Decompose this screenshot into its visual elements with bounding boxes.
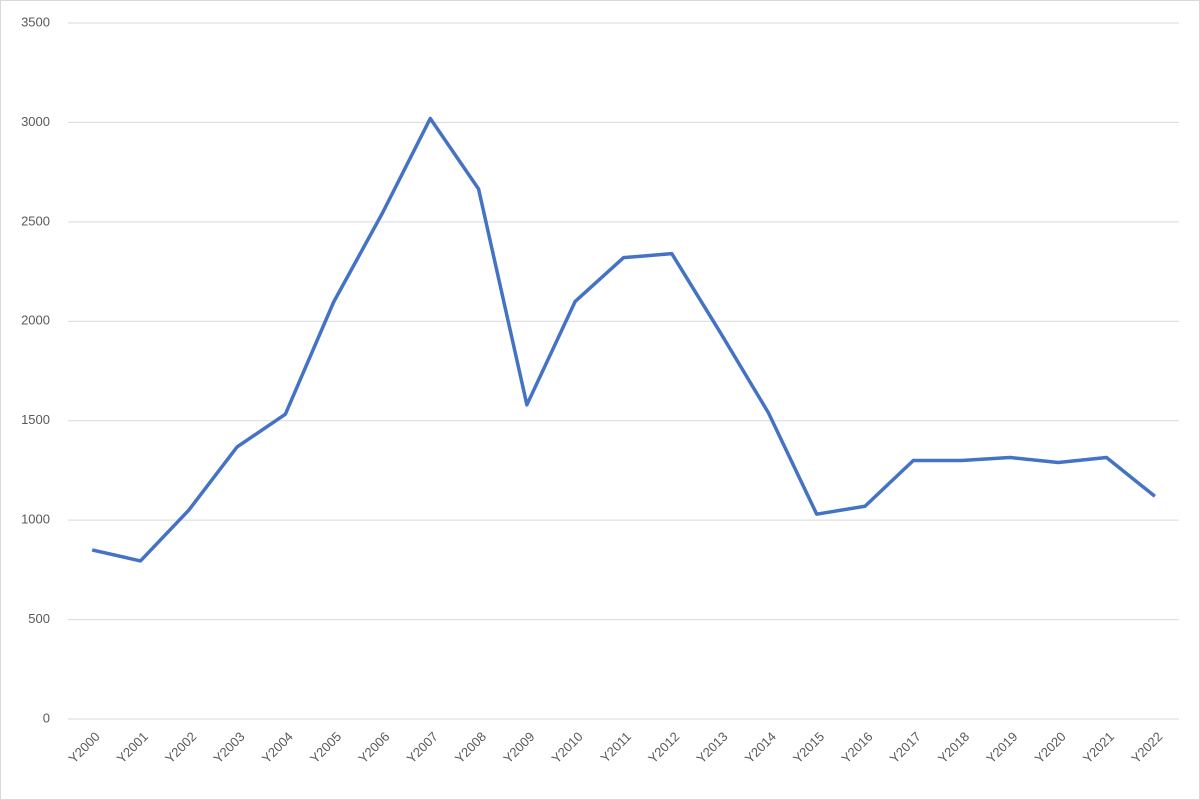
y-tick-label: 1000 xyxy=(21,512,50,527)
y-tick-label: 2000 xyxy=(21,313,50,328)
y-tick-label: 500 xyxy=(28,611,50,626)
y-tick-label: 3500 xyxy=(21,14,50,29)
data-line xyxy=(91,116,1156,563)
y-tick-label: 0 xyxy=(43,710,50,725)
y-tick-label: 2500 xyxy=(21,213,50,228)
y-tick-label: 3000 xyxy=(21,114,50,129)
y-tick-label: 1500 xyxy=(21,412,50,427)
